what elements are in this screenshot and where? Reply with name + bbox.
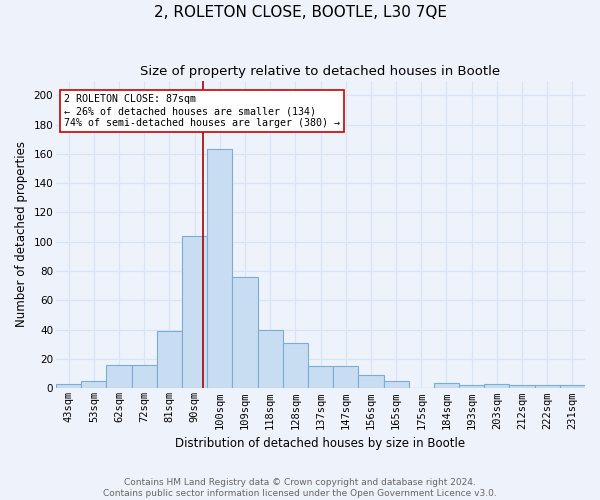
Title: Size of property relative to detached houses in Bootle: Size of property relative to detached ho… [140, 65, 500, 78]
Bar [182, 236, 207, 388]
Bar [560, 386, 585, 388]
Bar [434, 382, 459, 388]
Bar [333, 366, 358, 388]
Bar [535, 386, 560, 388]
X-axis label: Distribution of detached houses by size in Bootle: Distribution of detached houses by size … [175, 437, 466, 450]
Bar [81, 381, 106, 388]
Bar [207, 150, 232, 388]
Y-axis label: Number of detached properties: Number of detached properties [15, 142, 28, 328]
Bar [106, 365, 131, 388]
Bar [383, 381, 409, 388]
Bar [232, 277, 257, 388]
Bar [283, 343, 308, 388]
Bar [509, 386, 535, 388]
Text: 2 ROLETON CLOSE: 87sqm
← 26% of detached houses are smaller (134)
74% of semi-de: 2 ROLETON CLOSE: 87sqm ← 26% of detached… [64, 94, 340, 128]
Bar [459, 386, 484, 388]
Bar [484, 384, 509, 388]
Text: Contains HM Land Registry data © Crown copyright and database right 2024.
Contai: Contains HM Land Registry data © Crown c… [103, 478, 497, 498]
Bar [358, 375, 383, 388]
Bar [131, 365, 157, 388]
Bar [308, 366, 333, 388]
Text: 2, ROLETON CLOSE, BOOTLE, L30 7QE: 2, ROLETON CLOSE, BOOTLE, L30 7QE [154, 5, 446, 20]
Bar [157, 331, 182, 388]
Bar [257, 330, 283, 388]
Bar [56, 384, 81, 388]
